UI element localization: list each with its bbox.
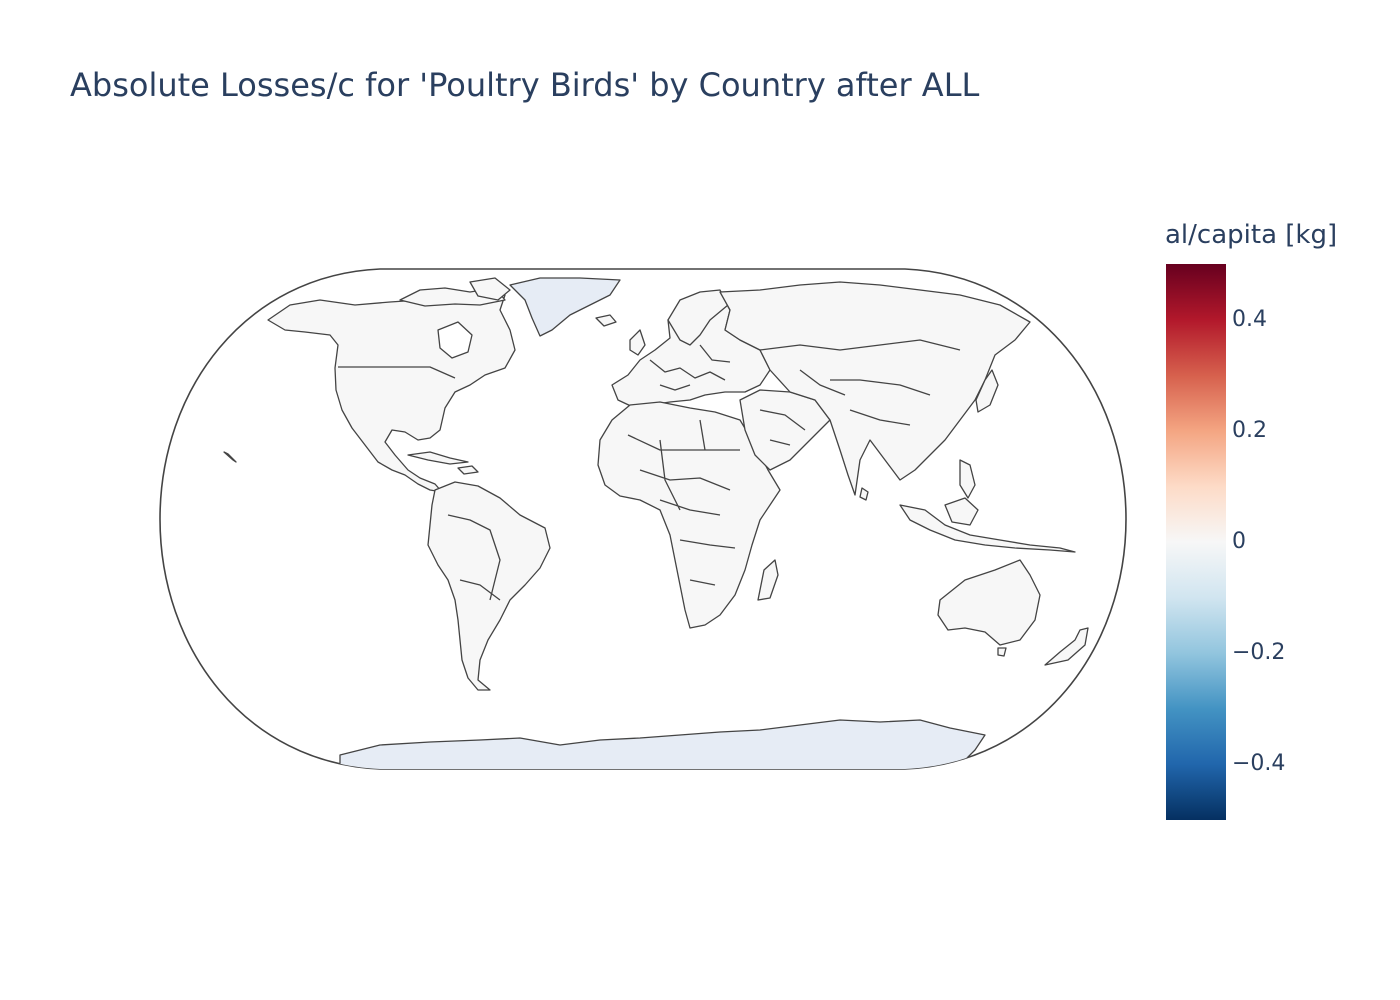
borneo [944,497,979,526]
hawaii [223,451,237,463]
country-asia [719,281,1031,496]
madagascar [757,559,779,601]
colorbar [1166,264,1226,820]
europe-borders [649,344,731,391]
tasmania [997,647,1007,657]
country-africa [597,401,781,629]
japan [975,369,999,413]
colorbar-tick-label: 0.4 [1232,307,1267,332]
new-zealand [1044,627,1089,666]
colorbar-tick-label: 0.2 [1232,418,1267,443]
scandinavia [667,289,729,346]
iceland [595,314,617,327]
hudson-bay [437,321,473,359]
greenland [509,277,621,337]
sa-border-1 [447,514,501,601]
us-canada-border [338,366,456,379]
country-south-america [427,481,551,691]
philippines [959,459,976,499]
colorbar-title: al/capita [kg] [1165,220,1338,250]
colorbar-tick-label: 0 [1232,529,1246,554]
cuba [407,451,469,465]
colorbar-tick-label: −0.4 [1232,751,1286,776]
sri-lanka [859,487,869,501]
chart-title: Absolute Losses/c for 'Poultry Birds' by… [70,66,980,104]
asia-borders [759,339,961,426]
indonesia [899,504,1076,553]
sa-border-2 [459,579,501,601]
hispaniola [457,465,479,475]
africa-borders [627,419,740,586]
me-borders [759,409,806,446]
baffin-island [469,277,511,301]
colorbar-tick-label: −0.2 [1232,640,1286,665]
australia [937,559,1041,646]
antarctica [339,719,986,769]
british-isles [629,329,646,356]
